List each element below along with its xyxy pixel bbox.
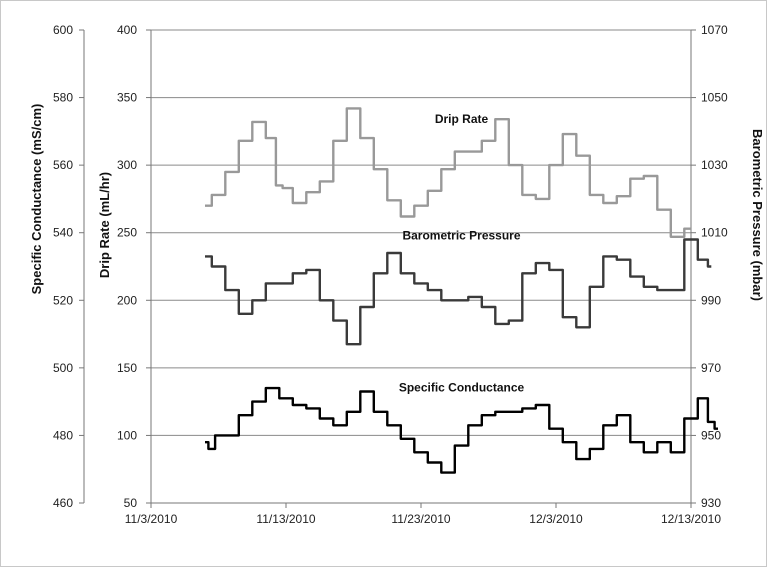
annotation-drip-rate: Drip Rate bbox=[435, 112, 489, 126]
series-labels: Drip Rate Barometric Pressure Specific Con… bbox=[399, 112, 525, 394]
annotation-specific-conductance: Specific Conductance bbox=[399, 381, 525, 395]
tick-label-x: 12/3/2010 bbox=[529, 512, 583, 526]
annotation-barometric-pressure: Barometric Pressure bbox=[402, 228, 520, 242]
tick-label-left-outer: 500 bbox=[53, 361, 73, 375]
tick-label-left-inner: 300 bbox=[117, 158, 137, 172]
tick-label-x: 12/13/2010 bbox=[661, 512, 721, 526]
series-line-drip-rate bbox=[205, 107, 691, 238]
tick-label-x: 11/3/2010 bbox=[125, 512, 178, 526]
tick-label-left-inner: 100 bbox=[117, 428, 137, 442]
gridlines bbox=[151, 29, 691, 436]
tick-label-left-outer: 480 bbox=[53, 428, 73, 442]
tick-label-left-outer: 520 bbox=[53, 293, 73, 307]
tick-label-x: 11/13/2010 bbox=[256, 512, 315, 526]
tick-label-right: 970 bbox=[701, 361, 721, 375]
tick-label-right: 950 bbox=[701, 428, 721, 442]
axis-title-specific-conductance: Specific Conductance (mS/cm) bbox=[29, 104, 44, 295]
tick-label-right: 990 bbox=[701, 293, 721, 307]
series-lines bbox=[205, 107, 718, 474]
axis-title-barometric-pressure: Barometric Pressure (mbar) bbox=[750, 129, 765, 301]
axis-title-drip-rate: Drip Rate (mL/hr) bbox=[97, 172, 112, 278]
series-line-barometric-pressure bbox=[205, 238, 712, 346]
tick-label-right: 1010 bbox=[701, 226, 728, 240]
tick-label-left-inner: 200 bbox=[117, 293, 137, 307]
tick-label-left-inner: 350 bbox=[117, 91, 137, 105]
tick-label-right: 1030 bbox=[701, 158, 728, 172]
tick-label-left-inner: 250 bbox=[117, 226, 137, 240]
tick-label-left-inner: 150 bbox=[117, 361, 137, 375]
tick-label-right: 1050 bbox=[701, 91, 728, 105]
tick-label-left-outer: 580 bbox=[53, 91, 73, 105]
tick-label-x: 11/23/2010 bbox=[391, 512, 450, 526]
tick-label-right: 1070 bbox=[701, 23, 728, 37]
tick-label-left-outer: 560 bbox=[53, 158, 73, 172]
tick-labels: 460 480 500 520 540 560 580 600 50 100 150 200 250 30… bbox=[53, 23, 728, 526]
tick-label-left-inner: 50 bbox=[124, 496, 138, 510]
series-line-specific-conductance bbox=[205, 386, 718, 474]
tick-label-right: 930 bbox=[701, 496, 721, 510]
tick-label-left-inner: 400 bbox=[117, 23, 137, 37]
tick-label-left-outer: 600 bbox=[53, 23, 73, 37]
tick-label-left-outer: 460 bbox=[53, 496, 73, 510]
tick-label-left-outer: 540 bbox=[53, 226, 73, 240]
axes bbox=[79, 29, 696, 508]
